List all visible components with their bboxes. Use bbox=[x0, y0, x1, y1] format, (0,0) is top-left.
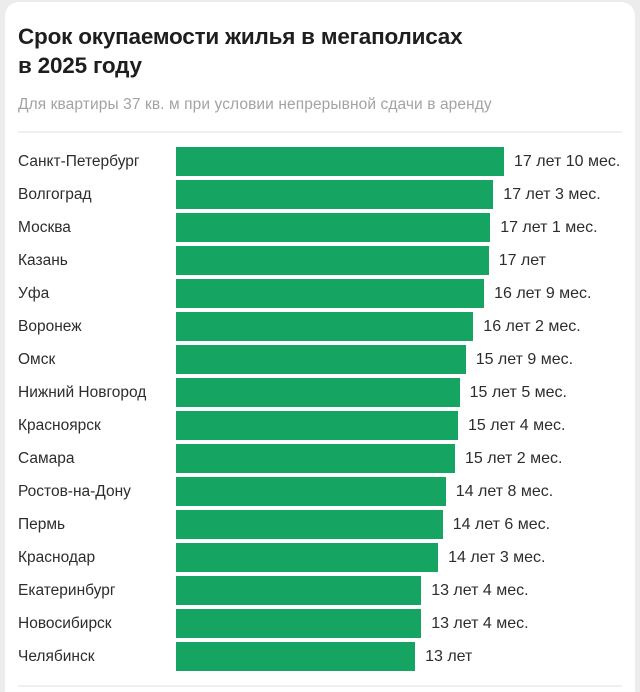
chart-row: Пермь 14 лет 6 мес. bbox=[18, 508, 622, 541]
value-label: 16 лет 9 мес. bbox=[494, 284, 592, 302]
chart-row: Уфа 16 лет 9 мес. bbox=[18, 277, 622, 310]
chart-row: Казань 17 лет bbox=[18, 244, 622, 277]
city-label: Пермь bbox=[18, 515, 66, 533]
chart-row: Санкт-Петербург 17 лет 10 мес. bbox=[18, 145, 622, 178]
top-divider bbox=[18, 131, 622, 133]
value-bar bbox=[176, 543, 439, 572]
value-bar bbox=[176, 180, 494, 209]
value-bar bbox=[176, 378, 460, 407]
value-bar bbox=[176, 444, 455, 473]
value-bar bbox=[176, 345, 466, 374]
city-label: Казань bbox=[18, 251, 68, 269]
chart-row: Ростов-на-Дону 14 лет 8 мес. bbox=[18, 475, 622, 508]
chart-row: Челябинск 13 лет bbox=[18, 640, 622, 673]
chart-title: Срок окупаемости жилья в мегаполисах в 20… bbox=[18, 22, 622, 80]
value-label: 13 лет bbox=[425, 647, 473, 665]
chart-row: Воронеж 16 лет 2 мес. bbox=[18, 310, 622, 343]
city-label: Воронеж bbox=[18, 317, 82, 335]
chart-row: Новосибирск 13 лет 4 мес. bbox=[18, 607, 622, 640]
value-bar bbox=[176, 609, 422, 638]
value-label: 14 лет 6 мес. bbox=[452, 515, 551, 533]
bar-chart: Санкт-Петербург 17 лет 10 мес. Волгоград 17… bbox=[18, 145, 622, 673]
chart-row: Екатеринбург 13 лет 4 мес. bbox=[18, 574, 622, 607]
value-label: 17 лет 1 мес. bbox=[500, 218, 598, 236]
value-label: 16 лет 2 мес. bbox=[483, 317, 581, 335]
city-label: Волгоград bbox=[18, 185, 92, 203]
city-label: Уфа bbox=[18, 284, 50, 302]
chart-row: Краснодар 14 лет 3 мес. bbox=[18, 541, 622, 574]
value-bar bbox=[176, 642, 416, 671]
chart-row: Нижний Новгород 15 лет 5 мес. bbox=[18, 376, 622, 409]
value-bar bbox=[176, 213, 491, 242]
chart-row: Москва 17 лет 1 мес. bbox=[18, 211, 622, 244]
city-label: Москва bbox=[18, 218, 71, 236]
value-bar bbox=[176, 147, 504, 176]
infographic-card: Срок окупаемости жилья в мегаполисах в 20… bbox=[5, 2, 635, 692]
city-label: Нижний Новгород bbox=[18, 383, 147, 401]
city-label: Екатеринбург bbox=[18, 581, 116, 599]
value-label: 17 лет 10 мес. bbox=[514, 152, 621, 170]
value-label: 13 лет 4 мес. bbox=[431, 581, 529, 599]
city-label: Новосибирск bbox=[18, 614, 112, 632]
value-bar bbox=[176, 312, 474, 341]
city-label: Самара bbox=[18, 449, 75, 467]
value-label: 17 лет 3 мес. bbox=[503, 185, 601, 203]
value-label: 15 лет 4 мес. bbox=[468, 416, 566, 434]
value-label: 17 лет bbox=[498, 251, 546, 269]
value-label: 14 лет 3 мес. bbox=[448, 548, 546, 566]
value-bar bbox=[176, 279, 485, 308]
value-bar bbox=[176, 576, 422, 605]
city-label: Челябинск bbox=[18, 647, 95, 665]
value-bar bbox=[176, 411, 458, 440]
chart-subtitle: Для квартиры 37 кв. м при условии непрер… bbox=[18, 96, 492, 113]
bottom-divider bbox=[18, 685, 622, 687]
chart-title-line2: в 2025 году bbox=[18, 53, 142, 78]
value-label: 15 лет 5 мес. bbox=[469, 383, 567, 401]
value-label: 13 лет 4 мес. bbox=[431, 614, 529, 632]
chart-row: Омск 15 лет 9 мес. bbox=[18, 343, 622, 376]
city-label: Омск bbox=[18, 350, 56, 368]
value-label: 14 лет 8 мес. bbox=[455, 482, 554, 500]
city-label: Ростов-на-Дону bbox=[18, 482, 131, 500]
chart-row: Самара 15 лет 2 мес. bbox=[18, 442, 622, 475]
value-label: 15 лет 9 мес. bbox=[475, 350, 574, 368]
city-label: Краснодар bbox=[18, 548, 96, 566]
chart-row: Красноярск 15 лет 4 мес. bbox=[18, 409, 622, 442]
chart-title-line1: Срок окупаемости жилья в мегаполисах bbox=[18, 24, 463, 49]
city-label: Красноярск bbox=[18, 416, 101, 434]
value-bar bbox=[176, 246, 489, 275]
chart-row: Волгоград 17 лет 3 мес. bbox=[18, 178, 622, 211]
value-bar bbox=[176, 510, 443, 539]
city-label: Санкт-Петербург bbox=[18, 152, 140, 170]
value-label: 15 лет 2 мес. bbox=[465, 449, 563, 467]
value-bar bbox=[176, 477, 446, 506]
